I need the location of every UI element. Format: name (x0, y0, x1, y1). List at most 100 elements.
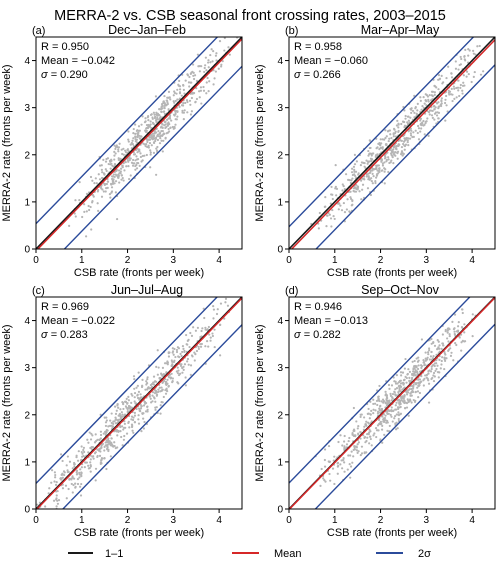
scatter-point (132, 162, 135, 165)
scatter-point (173, 125, 176, 129)
scatter-point (349, 190, 352, 193)
scatter-point (162, 139, 165, 142)
scatter-point (137, 371, 140, 374)
scatter-point (190, 71, 193, 74)
scatter-point (352, 406, 355, 410)
scatter-point (409, 116, 412, 119)
scatter-point (445, 94, 448, 98)
scatter-point (393, 145, 396, 148)
scatter-point (360, 179, 363, 182)
scatter-point (65, 464, 68, 467)
scatter-point (184, 384, 187, 387)
scatter-point (378, 147, 381, 151)
scatter-point (156, 118, 159, 121)
scatter-point (361, 177, 364, 180)
scatter-point (461, 311, 464, 315)
scatter-point (73, 463, 76, 466)
scatter-point (337, 208, 340, 211)
scatter-point (70, 482, 73, 486)
scatter-point (151, 394, 154, 397)
scatter-point (149, 397, 152, 400)
scatter-point (198, 70, 201, 73)
scatter-point (152, 141, 156, 144)
scatter-point (417, 359, 420, 362)
scatter-point (482, 70, 485, 73)
scatter-point (126, 148, 130, 151)
scatter-point (146, 376, 149, 379)
scatter-point (430, 377, 433, 381)
scatter-point (134, 138, 137, 141)
scatter-point (318, 211, 321, 215)
scatter-point (402, 387, 405, 390)
scatter-point (432, 371, 436, 375)
scatter-point (104, 168, 107, 171)
scatter-point (72, 477, 76, 480)
scatter-point (83, 203, 86, 206)
scatter-point (395, 401, 398, 404)
scatter-point (162, 100, 165, 103)
scatter-point (182, 118, 185, 121)
scatter-point (104, 421, 108, 424)
scatter-point (55, 497, 58, 500)
scatter-point (337, 464, 340, 467)
scatter-point (350, 179, 353, 182)
x-tick-label: 4 (216, 515, 222, 526)
scatter-point (133, 153, 137, 156)
scatter-point (459, 63, 463, 66)
scatter-point (152, 383, 156, 386)
scatter-point (178, 88, 182, 91)
scatter-point (123, 414, 126, 417)
scatter-point (382, 420, 385, 423)
scatter-point (176, 110, 179, 113)
scatter-point (73, 212, 76, 215)
scatter-point (106, 180, 109, 183)
panel-title: Sep–Oct–Nov (361, 283, 440, 297)
scatter-point (89, 458, 92, 461)
scatter-point (131, 139, 134, 142)
scatter-point (146, 405, 149, 408)
scatter-point (349, 181, 352, 185)
scatter-point (110, 441, 113, 444)
scatter-point (172, 94, 175, 97)
scatter-point (465, 70, 469, 73)
scatter-point (402, 400, 405, 403)
scatter-point (175, 350, 179, 354)
scatter-point (372, 402, 375, 406)
scatter-point (139, 393, 142, 396)
scatter-point (424, 374, 427, 377)
scatter-point (48, 487, 51, 490)
scatter-point (368, 442, 371, 445)
scatter-point (404, 117, 407, 120)
scatter-point (124, 400, 128, 404)
scatter-point (161, 381, 164, 385)
scatter-point (411, 376, 414, 379)
scatter-point (224, 301, 227, 304)
scatter-point (412, 370, 415, 373)
scatter-point (113, 158, 116, 161)
y-tick-label: 3 (24, 103, 30, 114)
scatter-point (376, 412, 380, 415)
one-to-one-line (289, 37, 495, 249)
scatter-point (349, 465, 353, 468)
scatter-point (153, 132, 156, 135)
scatter-point (75, 454, 78, 457)
scatter-point (451, 320, 454, 323)
scatter-point (331, 467, 335, 470)
scatter-point (385, 404, 389, 407)
scatter-point (391, 155, 394, 158)
scatter-point (74, 485, 77, 489)
scatter-point (164, 126, 167, 130)
scatter-point (445, 357, 448, 360)
scatter-point (472, 49, 475, 52)
scatter-point (166, 124, 169, 127)
scatter-point (83, 466, 86, 469)
scatter-point (414, 391, 417, 394)
scatter-point (220, 63, 223, 66)
scatter-point (154, 137, 158, 140)
scatter-point (186, 357, 190, 361)
scatter-point (412, 368, 415, 371)
scatter-point (407, 144, 410, 147)
scatter-point (146, 126, 150, 129)
scatter-point (467, 72, 470, 76)
scatter-point (136, 393, 139, 396)
